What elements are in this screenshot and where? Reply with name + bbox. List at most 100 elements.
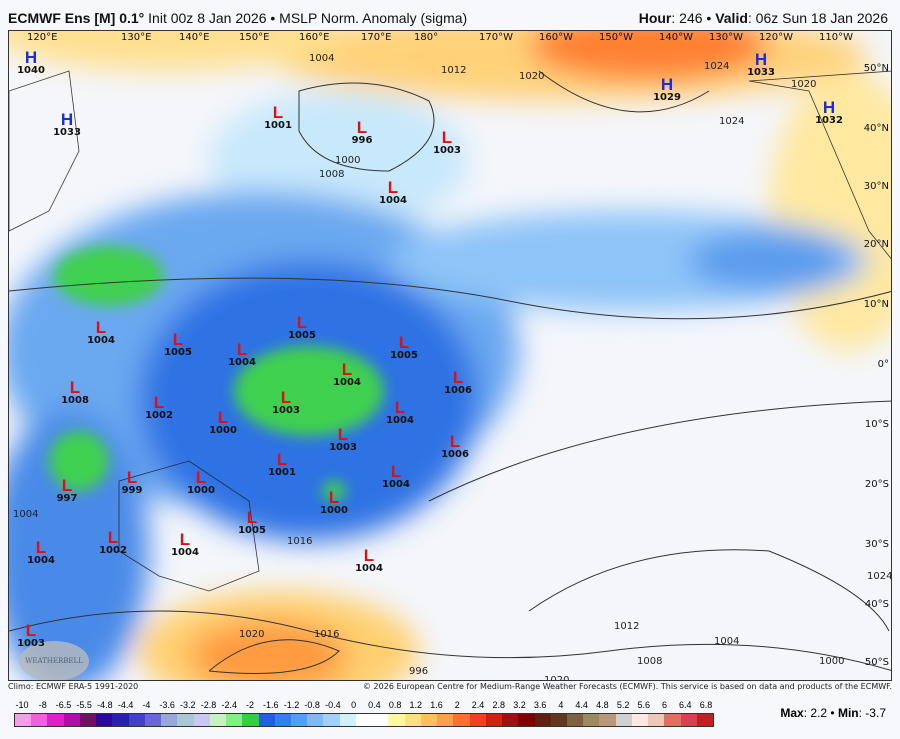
colorbar-label: -8 bbox=[38, 700, 47, 710]
isobar-label: 1016 bbox=[287, 536, 313, 547]
isobar-label: 1004 bbox=[714, 636, 740, 647]
colorbar-label: 4 bbox=[558, 700, 564, 710]
colorbar-swatch bbox=[372, 714, 389, 726]
colorbar-swatch bbox=[502, 714, 519, 726]
colorbar-label: -6.5 bbox=[55, 700, 72, 710]
high-pressure-center: H 1029 bbox=[653, 75, 681, 103]
longitude-label: 170°E bbox=[361, 32, 392, 43]
colorbar-swatch bbox=[583, 714, 600, 726]
colorbar-swatch bbox=[437, 714, 454, 726]
isobar-label: 1012 bbox=[441, 65, 467, 76]
colorbar-label: 4.8 bbox=[596, 700, 609, 710]
colorbar-swatch bbox=[615, 714, 632, 726]
colorbar-swatch bbox=[648, 714, 665, 726]
colorbar-label: -5.5 bbox=[76, 700, 92, 710]
colorbar-swatch bbox=[112, 714, 129, 726]
colorbar-label: 5.2 bbox=[616, 700, 630, 710]
low-pressure-center: L 1008 bbox=[61, 378, 89, 406]
low-pressure-center: L 1001 bbox=[268, 450, 296, 478]
low-pressure-center: L 996 bbox=[351, 118, 373, 146]
anomaly-field bbox=[9, 31, 891, 680]
colorbar-swatch bbox=[274, 714, 291, 726]
colorbar-label: 0 bbox=[351, 700, 357, 710]
colorbar-label: 3.2 bbox=[513, 700, 526, 710]
colorbar-label: -0.4 bbox=[325, 700, 341, 710]
latitude-label: 40°N bbox=[863, 123, 889, 134]
colorbar-swatch bbox=[550, 714, 567, 726]
low-pressure-center: L 1004 bbox=[171, 530, 199, 558]
longitude-label: 140°E bbox=[179, 32, 210, 43]
colorbar-swatch bbox=[420, 714, 438, 726]
colorbar-swatch bbox=[96, 714, 113, 726]
isobar-label: 1020 bbox=[544, 675, 570, 681]
longitude-label: 110°W bbox=[819, 32, 853, 43]
high-pressure-center: H 1032 bbox=[815, 98, 843, 126]
colorbar-label: -0.8 bbox=[304, 700, 320, 710]
isobar-label: 1004 bbox=[13, 509, 39, 520]
low-pressure-center: L 1000 bbox=[209, 408, 237, 436]
credits: Climo: ECMWF ERA-5 1991-2020 © 2026 Euro… bbox=[8, 682, 892, 691]
colorbar-label: -2.8 bbox=[200, 700, 217, 710]
low-pressure-center: L 1005 bbox=[288, 313, 316, 341]
isobar-label: 1000 bbox=[335, 155, 361, 166]
longitude-label: 130°E bbox=[121, 32, 152, 43]
isobar-label: 1024 bbox=[704, 61, 730, 72]
colorbar-swatch bbox=[161, 714, 178, 726]
colorbar-swatch bbox=[193, 714, 210, 726]
isobar-label: 1020 bbox=[519, 71, 545, 82]
colorbar-swatch bbox=[63, 714, 80, 726]
high-pressure-center: H 1033 bbox=[53, 110, 81, 138]
colorbar-swatch bbox=[128, 714, 145, 726]
colorbar-swatch bbox=[664, 714, 681, 726]
low-pressure-center: L 1001 bbox=[264, 103, 292, 131]
colorbar-label: 6.4 bbox=[679, 700, 692, 710]
latitude-label: 50°S bbox=[864, 657, 889, 668]
colorbar-swatch bbox=[307, 714, 324, 726]
longitude-label: 150°E bbox=[239, 32, 270, 43]
colorbar-swatch bbox=[696, 714, 714, 726]
title: ECMWF Ens [M] 0.1° Init 00z 8 Jan 2026 •… bbox=[8, 10, 468, 26]
isobar-label: 1020 bbox=[791, 79, 817, 90]
low-pressure-center: L 1004 bbox=[355, 546, 383, 574]
colorbar-label: 3.6 bbox=[533, 700, 547, 710]
low-pressure-center: L 1000 bbox=[187, 468, 215, 496]
isobar-label: 1012 bbox=[614, 621, 640, 632]
low-pressure-center: L 1003 bbox=[17, 621, 45, 649]
colorbar-swatch bbox=[47, 714, 64, 726]
colorbar-label: -10 bbox=[15, 700, 29, 710]
latitude-label: 10°S bbox=[864, 419, 889, 430]
colorbar-swatch bbox=[79, 714, 97, 726]
isobar-label: 1008 bbox=[319, 169, 345, 180]
weather-map: WEATHERBELL 120°E 130°E 140°E 150°E 160°E 170… bbox=[8, 30, 892, 681]
colorbar-swatch bbox=[15, 714, 32, 726]
colorbar-label: 2.4 bbox=[471, 700, 485, 710]
low-pressure-center: L 1004 bbox=[379, 178, 407, 206]
colorbar-label: -3.2 bbox=[180, 700, 196, 710]
low-pressure-center: L 999 bbox=[121, 468, 143, 496]
low-pressure-center: L 1004 bbox=[333, 360, 361, 388]
colorbar-label: -1.2 bbox=[283, 700, 300, 710]
isobar-label: 1000 bbox=[819, 656, 845, 667]
colorbar-label: 4.4 bbox=[575, 700, 588, 710]
low-pressure-center: L 1000 bbox=[320, 488, 348, 516]
low-pressure-center: L 1005 bbox=[390, 333, 418, 361]
isobar-label: 1024 bbox=[867, 571, 892, 582]
colorbar-label: 6 bbox=[662, 700, 668, 710]
isobar-label: 1016 bbox=[314, 629, 340, 640]
max-min: Max: 2.2 • Min: -3.7 bbox=[780, 706, 886, 720]
colorbar-swatch bbox=[453, 714, 470, 726]
longitude-label: 150°W bbox=[599, 32, 633, 43]
isobar-label: 1020 bbox=[239, 629, 265, 640]
colorbar-swatch bbox=[680, 714, 697, 726]
latitude-label: 20°N bbox=[863, 239, 889, 250]
low-pressure-center: L 1005 bbox=[238, 508, 266, 536]
colorbar-label: 2 bbox=[454, 700, 460, 710]
longitude-label: 160°W bbox=[539, 32, 573, 43]
low-pressure-center: L 1003 bbox=[329, 425, 357, 453]
low-pressure-center: L 1003 bbox=[272, 388, 300, 416]
latitude-label: 40°S bbox=[864, 599, 889, 610]
latitude-label: 30°S bbox=[864, 539, 889, 550]
header: ECMWF Ens [M] 0.1° Init 00z 8 Jan 2026 •… bbox=[0, 0, 900, 30]
colorbar-label: 5.6 bbox=[637, 700, 651, 710]
high-pressure-center: H 1033 bbox=[747, 50, 775, 78]
